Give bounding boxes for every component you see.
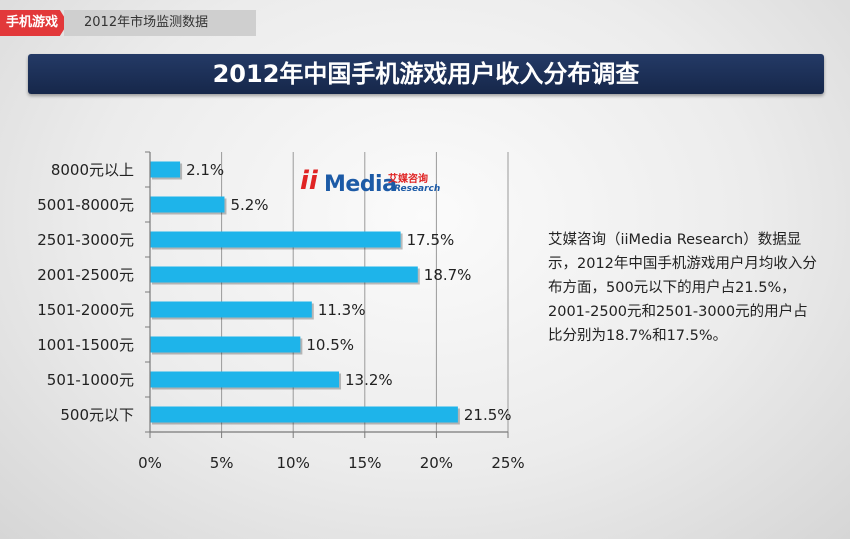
description-text: 艾媒咨询（iiMedia Research）数据显示，2012年中国手机游戏用户… — [548, 232, 817, 344]
imedia-logo: ii Media 艾媒咨询 Research — [300, 166, 441, 197]
x-tick-label: 10% — [277, 454, 310, 472]
value-label: 17.5% — [407, 231, 455, 249]
value-label: 13.2% — [345, 371, 393, 389]
x-tick-label: 0% — [138, 454, 162, 472]
x-tick-label: 20% — [420, 454, 453, 472]
bar — [150, 406, 458, 423]
category-tab[interactable]: 手机游戏 — [0, 10, 68, 36]
value-label: 2.1% — [186, 161, 224, 179]
bar — [150, 196, 225, 213]
bar — [150, 301, 312, 318]
bar — [150, 371, 340, 388]
category-label: 1001-1500元 — [37, 336, 134, 354]
category-label: 5001-8000元 — [37, 196, 134, 214]
category-label: 2501-3000元 — [37, 231, 134, 249]
category-label: 500元以下 — [60, 406, 134, 424]
x-tick-label: 15% — [348, 454, 381, 472]
bar — [150, 231, 401, 248]
value-label: 18.7% — [424, 266, 472, 284]
category-label: 1501-2000元 — [37, 301, 134, 319]
x-tick-label: 5% — [210, 454, 234, 472]
value-label: 11.3% — [318, 301, 366, 319]
subcategory-tab[interactable]: 2012年市场监测数据 — [64, 10, 256, 36]
category-label: 8000元以上 — [51, 161, 134, 179]
value-label: 10.5% — [306, 336, 354, 354]
page-title: 2012年中国手机游戏用户收入分布调查 — [28, 54, 824, 94]
value-label: 21.5% — [464, 406, 512, 424]
bar — [150, 161, 181, 178]
x-tick-label: 25% — [491, 454, 524, 472]
category-label: 501-1000元 — [47, 371, 134, 389]
category-label: 2001-2500元 — [37, 266, 134, 284]
bar — [150, 266, 418, 283]
bar — [150, 336, 301, 353]
value-label: 5.2% — [230, 196, 268, 214]
